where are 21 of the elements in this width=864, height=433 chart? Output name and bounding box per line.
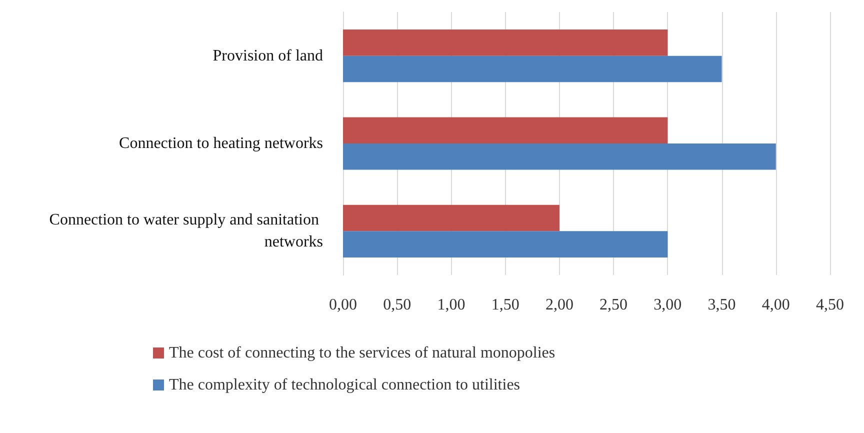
x-tick-label: 0,00 [329, 296, 357, 314]
x-tick-label: 4,50 [816, 296, 844, 314]
x-tick-label: 2,50 [600, 296, 628, 314]
bar [343, 56, 722, 82]
bar [343, 204, 560, 232]
x-tick-label: 0,50 [383, 296, 412, 314]
y-tick-label: Connection to water supply and sanitation networks [49, 212, 323, 251]
y-tick-label: Provision of land [212, 47, 323, 64]
bar [343, 144, 776, 170]
x-tick-label: 3,50 [708, 296, 736, 314]
bar [343, 231, 668, 258]
x-tick-label: 3,00 [654, 296, 682, 314]
x-tick-label: 1,50 [491, 296, 520, 314]
legend-label: The complexity of technological connection to utilities [169, 376, 520, 394]
legend-label: The cost of connecting to the services of natural monopolies [169, 344, 556, 362]
bar [343, 117, 668, 144]
x-tick-label: 4,00 [762, 296, 790, 314]
x-tick-label: 2,00 [545, 296, 574, 314]
x-tick-label: 1,00 [437, 296, 466, 314]
bar [343, 30, 668, 56]
y-tick-label: Connection to heating networks [119, 135, 323, 152]
